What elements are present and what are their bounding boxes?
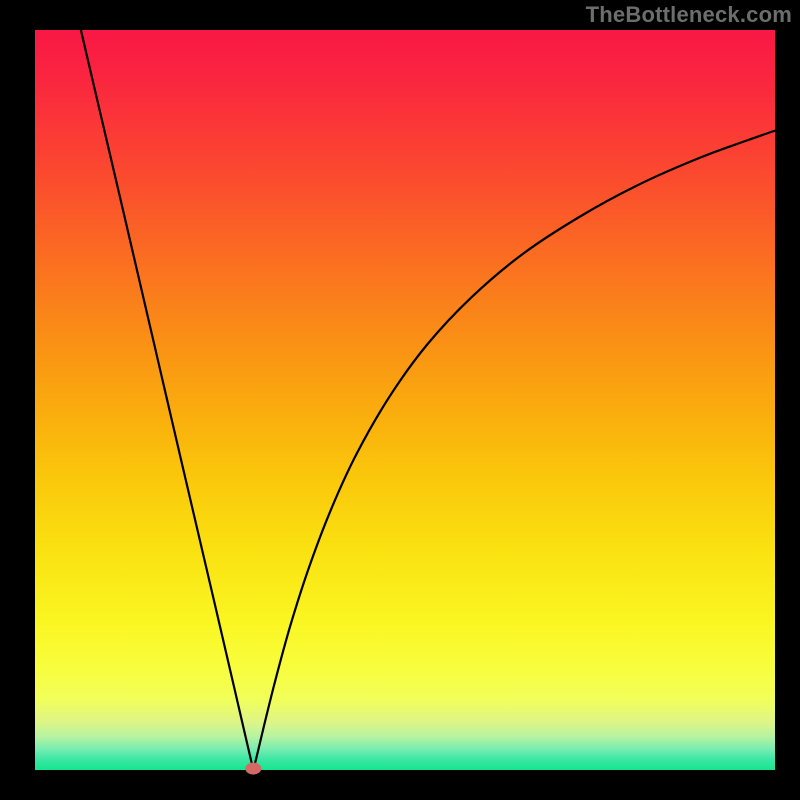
curve-right-branch [253, 131, 775, 770]
chart-container: TheBottleneck.com [0, 0, 800, 800]
curve-left-branch [81, 30, 253, 770]
curve-plot [0, 0, 800, 800]
min-marker [245, 763, 261, 775]
